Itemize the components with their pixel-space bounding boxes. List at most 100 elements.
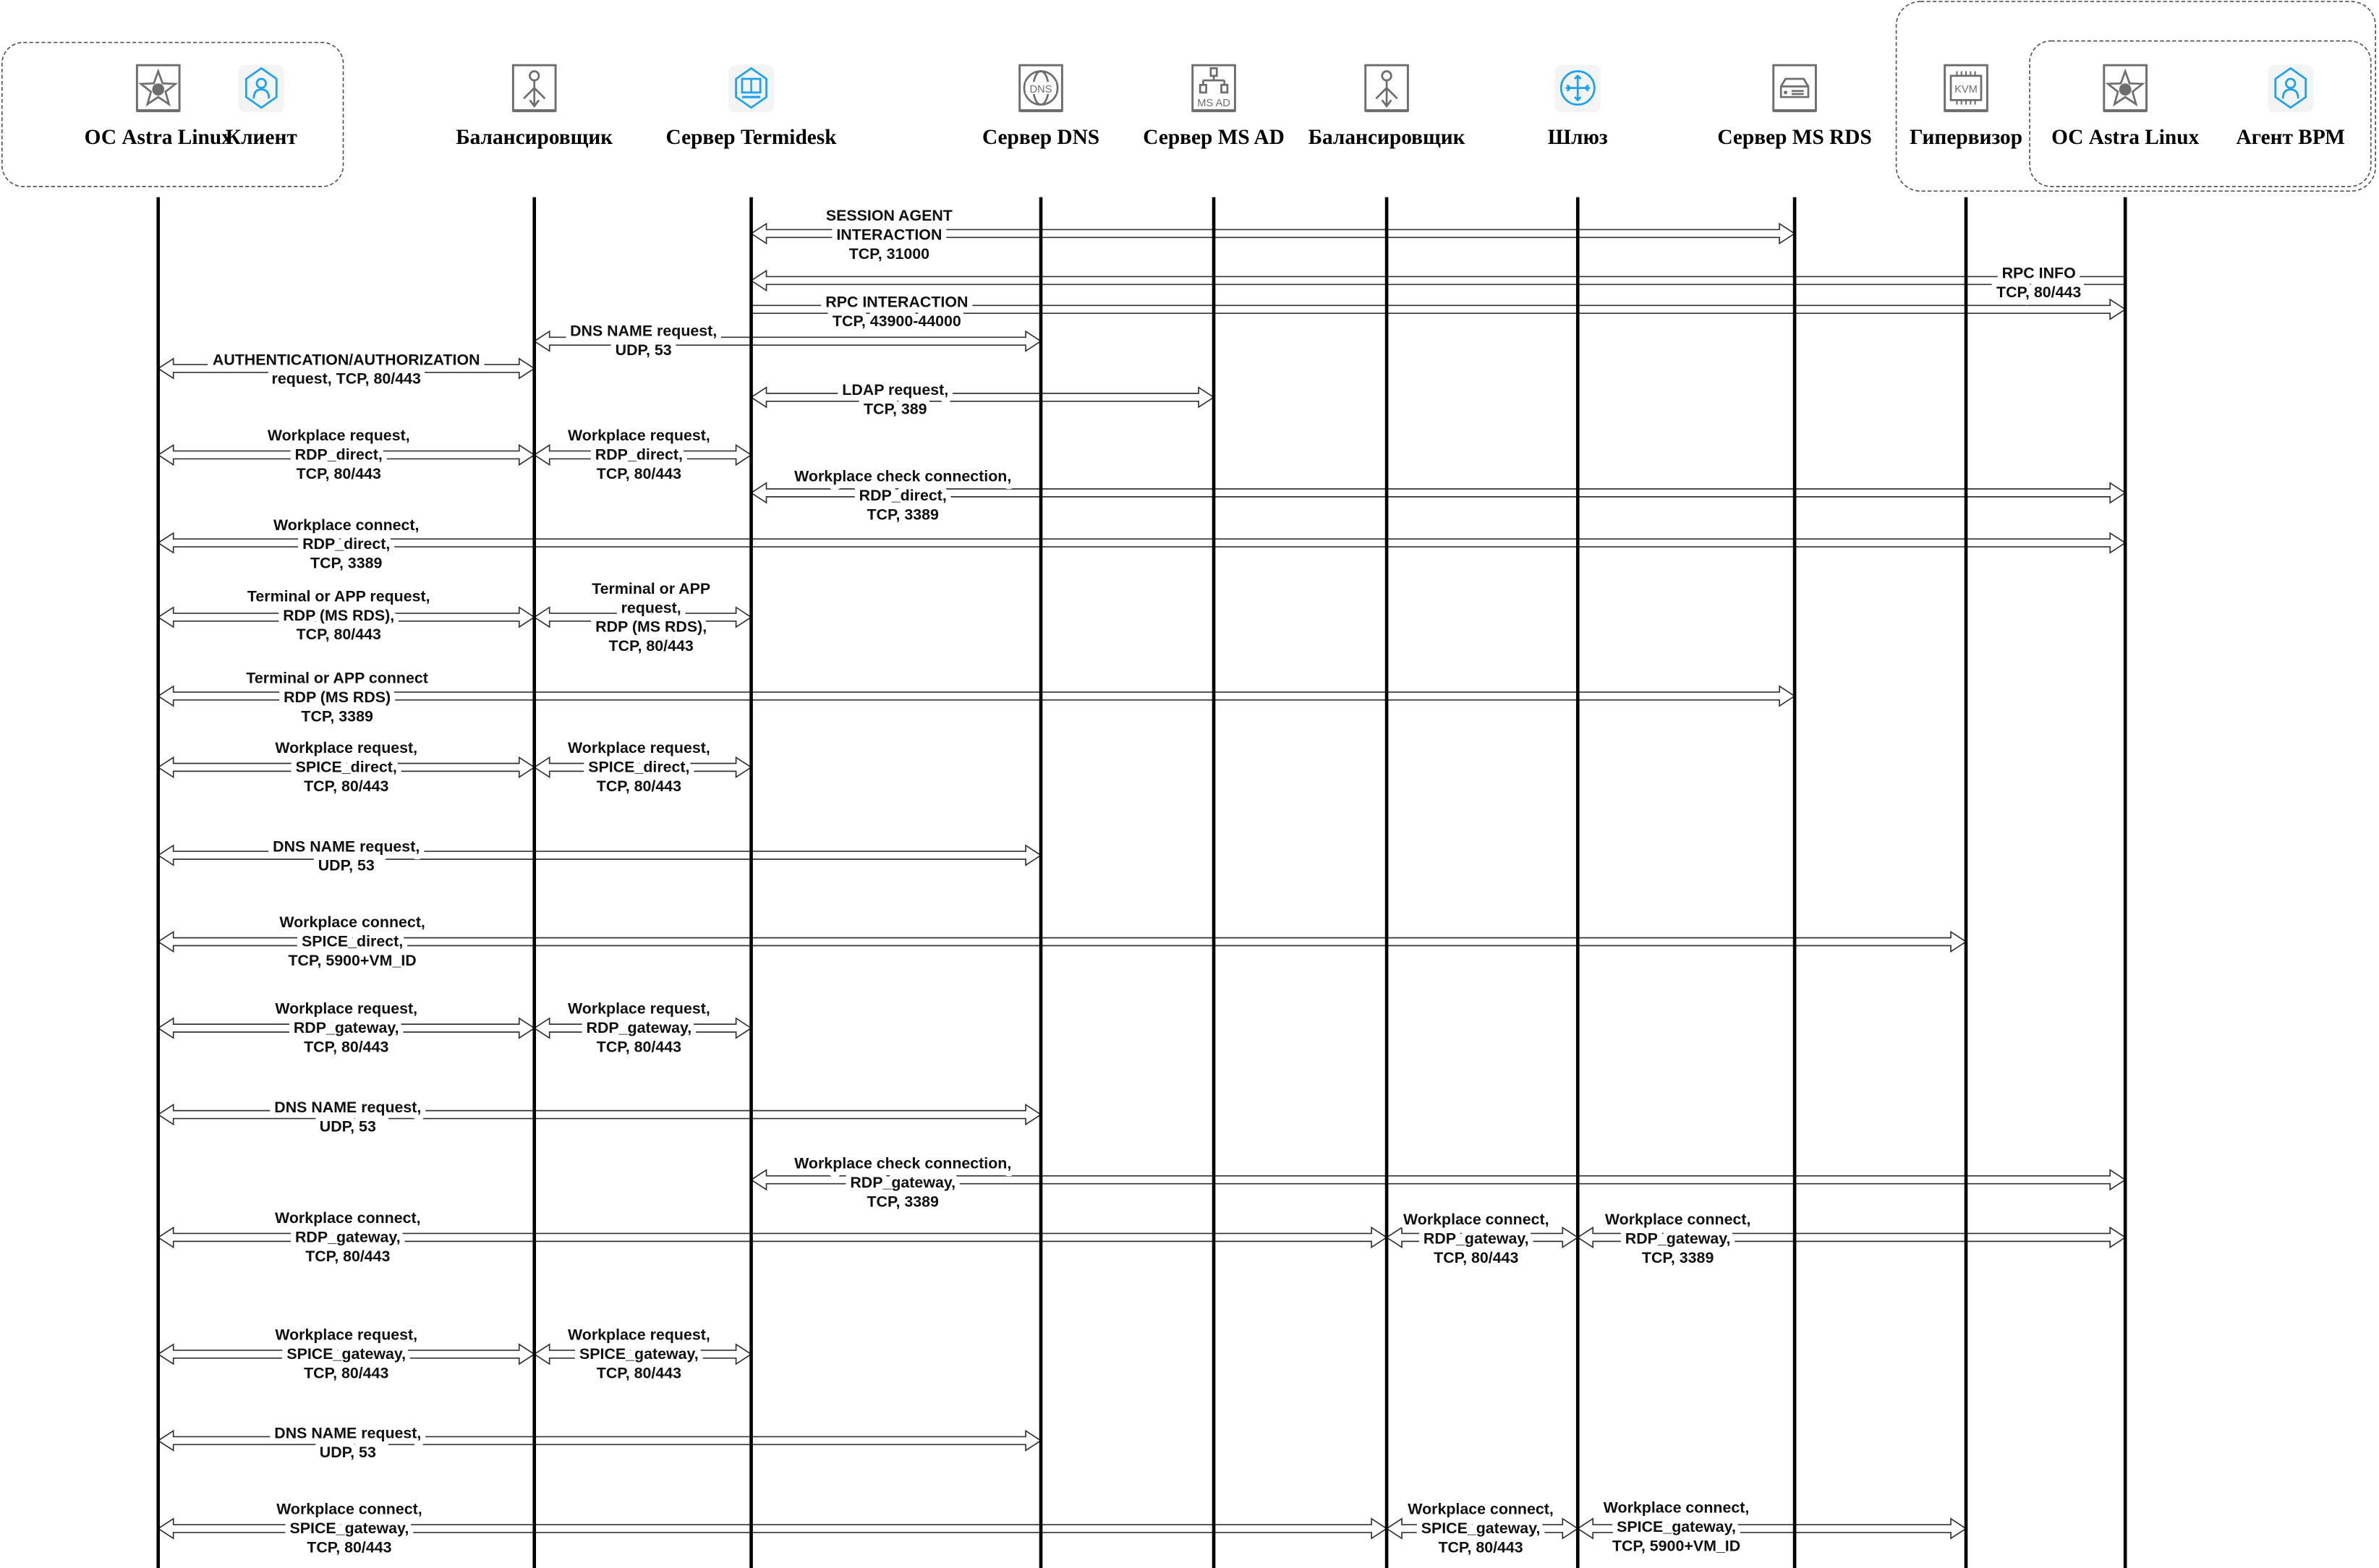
message-label-line: TCP, 80/443 bbox=[597, 465, 681, 482]
group-vm-box bbox=[2029, 40, 2372, 187]
message-label-line: Workplace request, bbox=[275, 1000, 417, 1018]
message-label-line: RDP_direct, bbox=[295, 446, 383, 464]
message-label-line: TCP, 3389 bbox=[310, 555, 383, 572]
message-label-line: Workplace connect, bbox=[279, 913, 425, 931]
dns-icon-text: DNS bbox=[1030, 84, 1052, 95]
participant-label: Балансировщик bbox=[456, 126, 613, 149]
message-label: SESSION AGENT INTERACTION TCP, 31000 bbox=[826, 207, 953, 263]
message-label-line: SPICE_direct, bbox=[302, 933, 403, 950]
kvm-chip-icon: KVM bbox=[1944, 64, 1988, 113]
participant: Балансировщик bbox=[1308, 64, 1465, 149]
message-label-line: TCP, 43900-44000 bbox=[833, 312, 961, 330]
message-label-line: TCP, 80/443 bbox=[597, 1364, 681, 1381]
lifelines bbox=[156, 197, 2127, 1568]
message-label-line: TCP, 3389 bbox=[867, 506, 940, 524]
message-label-line: TCP, 80/443 bbox=[1996, 284, 2081, 301]
message-label-line: Workplace connect, bbox=[273, 516, 420, 534]
message-label-line: TCP, 3389 bbox=[301, 707, 373, 725]
message-label-line: Terminal or APP request, bbox=[247, 587, 430, 605]
message-arrow bbox=[750, 269, 2127, 292]
participant: Сервер MS RDS bbox=[1717, 64, 1872, 149]
balancer-icon bbox=[1364, 64, 1409, 113]
message-label-line: UDP, 53 bbox=[320, 1444, 376, 1461]
message-label-line: RDP (MS RDS), bbox=[595, 618, 707, 636]
message-label-line: RPC INTERACTION bbox=[825, 294, 968, 311]
message-arrow bbox=[750, 386, 1215, 409]
message-label: Workplace request, SPICE_gateway, TCP, 80/… bbox=[568, 1326, 710, 1381]
message-label-line: Terminal or APP bbox=[592, 580, 710, 597]
message-label-line: Workplace request, bbox=[275, 739, 417, 757]
message-label-line: TCP, 80/443 bbox=[304, 1364, 388, 1381]
message-label-line: TCP, 389 bbox=[864, 401, 927, 418]
message-label-line: Workplace request, bbox=[568, 739, 710, 757]
message-label: Workplace request, SPICE_direct, TCP, 80/4… bbox=[568, 739, 710, 795]
participant-label: Шлюз bbox=[1548, 126, 1608, 149]
message-label-line: RDP_gateway, bbox=[295, 1228, 401, 1245]
agent-user-icon bbox=[2268, 65, 2314, 113]
message-label: Workplace request, SPICE_direct, TCP, 80/4… bbox=[275, 739, 417, 795]
message-label-line: Workplace check connection, bbox=[794, 468, 1011, 485]
ms-ad-icon-text: MS AD bbox=[1197, 98, 1230, 109]
message-label: Workplace request, RDP_gateway, TCP, 80/44… bbox=[275, 1000, 417, 1056]
message-label-line: TCP, 80/443 bbox=[297, 465, 381, 482]
message-arrow bbox=[157, 532, 2127, 554]
participant-label: Сервер Termidesk bbox=[666, 126, 838, 149]
message-label-line: UDP, 53 bbox=[318, 857, 375, 874]
participant: Балансировщик bbox=[456, 64, 613, 149]
message-label-line: TCP, 80/443 bbox=[305, 1248, 390, 1265]
message-arrow bbox=[157, 685, 1796, 707]
message-label-line: Workplace request, bbox=[275, 1326, 417, 1343]
group-hypervisor-box bbox=[1895, 1, 2376, 192]
message-label-line: TCP, 3389 bbox=[1642, 1249, 1714, 1266]
message-label-line: TCP, 80/443 bbox=[304, 777, 388, 795]
message-label-line: Workplace connect, bbox=[1403, 1211, 1549, 1228]
message-label-line: TCP, 80/443 bbox=[307, 1538, 391, 1556]
message-label-line: UDP, 53 bbox=[616, 341, 672, 359]
participant: MS AD Сервер MS AD bbox=[1143, 64, 1285, 149]
message-arrow bbox=[157, 930, 1967, 953]
kvm-icon-text: KVM bbox=[1954, 84, 1978, 95]
message-label-line: RDP_gateway, bbox=[1423, 1230, 1529, 1248]
participant-label: Сервер DNS bbox=[982, 126, 1099, 149]
message-label-line: SPICE_gateway, bbox=[1421, 1520, 1541, 1537]
client-user-icon bbox=[238, 65, 284, 113]
message-label: Workplace connect, RDP_gateway, TCP, 80/44… bbox=[275, 1209, 421, 1265]
participant: Клиент bbox=[226, 65, 297, 149]
message-label-line: SPICE_gateway, bbox=[1617, 1518, 1736, 1535]
message-label-line: Workplace request, bbox=[268, 427, 410, 444]
astra-star-icon bbox=[2103, 64, 2148, 113]
message-label-line: Workplace connect, bbox=[1408, 1501, 1554, 1518]
message-label-line: Workplace check connection, bbox=[794, 1155, 1011, 1172]
message-label-line: TCP, 3389 bbox=[867, 1193, 940, 1210]
message-label-line: RDP_direct, bbox=[302, 535, 390, 553]
participant-label: Гипервизор bbox=[1910, 126, 2022, 149]
message-label-line: TCP, 5900+VM_ID bbox=[288, 952, 416, 969]
participant: Шлюз bbox=[1548, 65, 1608, 149]
message-label-line: DNS NAME request, bbox=[273, 838, 420, 855]
message-label: Workplace connect, SPICE_gateway, TCP, 80/… bbox=[1408, 1501, 1554, 1556]
participant: Сервер Termidesk bbox=[666, 65, 838, 149]
message-label: Workplace connect, RDP_gateway, TCP, 3389 bbox=[1605, 1211, 1751, 1266]
message-label-line: AUTHENTICATION/AUTHORIZATION bbox=[213, 351, 480, 368]
message-label-line: TCP, 80/443 bbox=[597, 1038, 681, 1055]
message-label-line: SPICE_direct, bbox=[296, 758, 397, 775]
message-arrow bbox=[750, 1169, 2127, 1191]
message-label-line: LDAP request, bbox=[842, 381, 948, 399]
message-label: Workplace connect, SPICE_gateway, TCP, 80/… bbox=[276, 1501, 422, 1556]
message-label-line: TCP, 80/443 bbox=[304, 1038, 388, 1055]
message-label: Workplace request, SPICE_gateway, TCP, 80/… bbox=[275, 1326, 417, 1381]
message-label-line: UDP, 53 bbox=[320, 1117, 376, 1135]
message-label: Workplace connect, RDP_gateway, TCP, 80/44… bbox=[1403, 1211, 1549, 1266]
participant: KVM Гипервизор bbox=[1910, 64, 2022, 149]
message-label-line: SPICE_gateway, bbox=[290, 1520, 409, 1537]
astra-star-icon bbox=[135, 64, 181, 113]
message-label-line: SESSION AGENT bbox=[826, 207, 953, 224]
message-label-line: RDP_gateway, bbox=[294, 1019, 399, 1036]
participant: DNS Сервер DNS bbox=[982, 64, 1099, 149]
message-label-line: RPC INFO bbox=[2002, 265, 2076, 282]
message-label: Terminal or APP request, RDP (MS RDS), TCP,… bbox=[592, 580, 710, 655]
termidesk-server-icon bbox=[728, 65, 775, 113]
participant: ОС Astra Linux bbox=[85, 64, 232, 149]
dns-globe-icon: DNS bbox=[1018, 64, 1063, 113]
